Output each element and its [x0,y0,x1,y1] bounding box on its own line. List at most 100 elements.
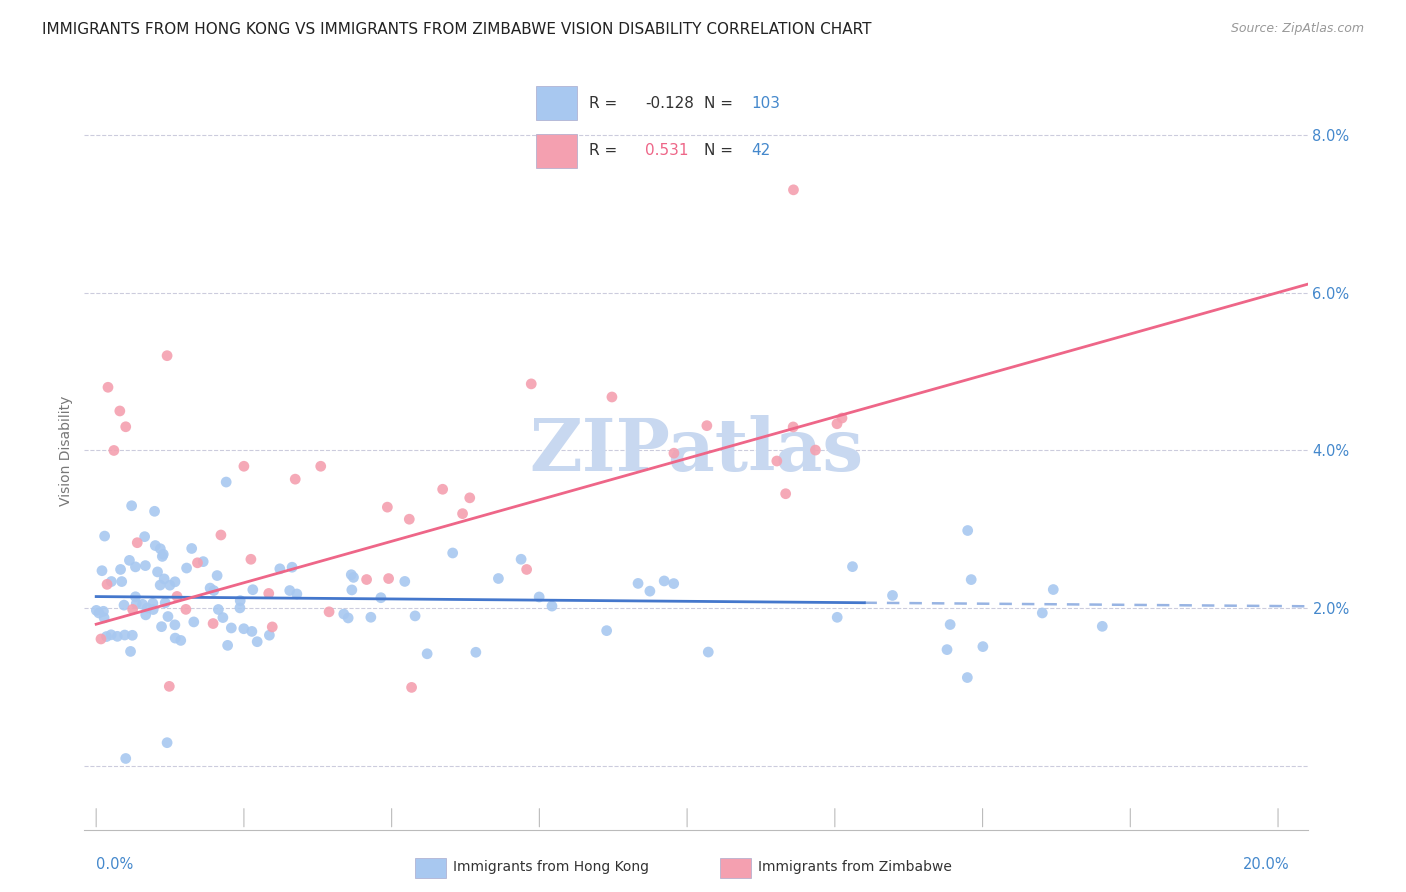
Point [118,553,141,567]
Point [150,620,173,634]
Point [215,475,238,489]
Point [142,596,165,610]
Point [278,583,301,598]
Point [269,562,291,576]
Point [284,472,307,486]
Point [209,528,232,542]
Point [202,583,225,598]
Point [202,616,225,631]
Point [96,630,118,644]
Point [416,647,439,661]
Point [96,577,118,591]
Point [956,524,979,538]
Point [124,559,146,574]
Text: Source: ZipAtlas.com: Source: ZipAtlas.com [1230,22,1364,36]
Text: 103: 103 [752,96,780,111]
Point [377,572,399,586]
Y-axis label: Vision Disability: Vision Disability [59,395,73,506]
Point [87,606,110,620]
Point [100,574,122,589]
Point [229,593,252,607]
Point [318,605,340,619]
Point [262,620,284,634]
Point [956,671,979,685]
Point [432,482,454,496]
Point [831,411,853,425]
Point [259,628,281,642]
Point [520,376,543,391]
Point [142,602,165,616]
Point [159,578,181,592]
Point [149,578,172,592]
Point [240,624,263,639]
Point [221,621,243,635]
Text: -0.128: -0.128 [645,96,695,111]
Point [121,628,143,642]
Point [342,570,364,584]
Point [340,582,363,597]
Point [207,602,229,616]
Point [114,751,136,765]
Point [882,589,904,603]
Point [662,576,685,591]
Point [939,617,962,632]
Point [150,549,173,564]
Point [782,420,804,434]
Point [841,559,863,574]
Text: Immigrants from Zimbabwe: Immigrants from Zimbabwe [758,860,952,874]
Point [156,736,179,750]
Point [149,541,172,556]
Text: 42: 42 [752,144,770,158]
Point [486,572,509,586]
Bar [536,87,578,120]
Point [239,552,262,566]
Point [510,552,533,566]
Point [120,644,142,658]
Point [541,599,564,613]
Point [404,608,426,623]
Point [458,491,481,505]
Point [112,598,135,612]
Point [127,535,149,549]
Point [183,615,205,629]
Point [451,507,474,521]
Point [333,607,356,621]
Bar [536,135,578,168]
Point [193,555,215,569]
Point [124,590,146,604]
Point [595,624,617,638]
Point [337,611,360,625]
Point [825,610,848,624]
Point [93,529,115,543]
Point [960,573,983,587]
Point [90,632,112,646]
Point [135,607,157,622]
Point [134,558,156,573]
Point [156,609,179,624]
Point [638,584,661,599]
Point [143,504,166,518]
Point [170,633,193,648]
Point [242,582,264,597]
Point [125,597,148,611]
Point [163,617,186,632]
Point [153,572,176,586]
Point [527,590,550,604]
Point [114,419,136,434]
Text: 0.531: 0.531 [645,144,689,158]
Point [696,418,718,433]
Point [232,459,254,474]
Point [377,500,399,515]
Point [370,591,392,605]
Point [972,640,994,654]
Point [825,417,848,431]
Point [782,183,804,197]
Point [166,590,188,604]
Point [285,587,308,601]
Point [103,443,125,458]
Point [100,628,122,642]
Point [205,568,228,582]
Point [600,390,623,404]
Point [1042,582,1064,597]
Point [153,596,176,610]
